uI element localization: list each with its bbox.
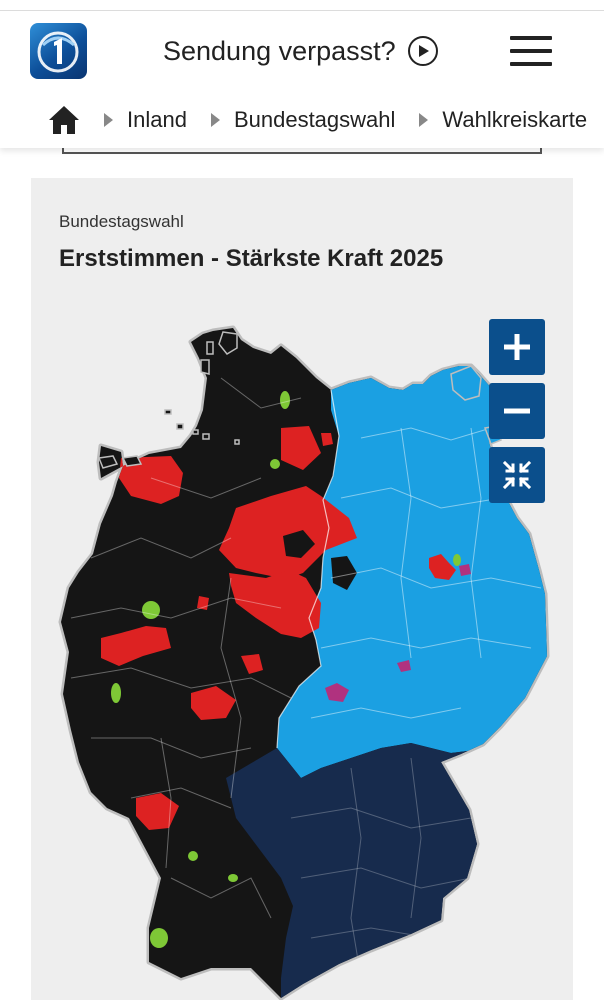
- plus-icon: [504, 334, 530, 360]
- home-icon[interactable]: [48, 105, 80, 135]
- minus-icon: [504, 408, 530, 414]
- black-enclaves: [283, 530, 357, 590]
- purple-constituencies: [325, 564, 471, 702]
- module-overline: Bundestagswahl: [59, 212, 184, 231]
- breadcrumb-item-inland[interactable]: Inland: [80, 107, 187, 133]
- breadcrumb: Inland Bundestagswahl Wahlkreiskarte: [48, 100, 587, 140]
- reset-view-button[interactable]: [489, 447, 545, 503]
- east-borders: [310, 427, 542, 719]
- map-title: Erststimmen - Stärkste Kraft 2025: [59, 245, 444, 272]
- chevron-right-icon: [419, 113, 429, 127]
- breadcrumb-item-wahlkreiskarte[interactable]: Wahlkreiskarte: [395, 107, 587, 133]
- zoom-in-button[interactable]: [489, 319, 545, 375]
- red-constituencies: [101, 426, 456, 844]
- missed-broadcast-label: Sendung verpasst?: [163, 35, 396, 66]
- chevron-right-icon: [104, 113, 113, 127]
- hamburger-menu-icon[interactable]: [510, 36, 552, 66]
- constituency-map[interactable]: [31, 178, 573, 1000]
- missed-broadcast-link[interactable]: Sendung verpasst?: [163, 33, 438, 69]
- chevron-right-icon: [210, 113, 220, 127]
- islands: [97, 331, 240, 469]
- breadcrumb-item-bundestagswahl[interactable]: Bundestagswahl: [187, 107, 395, 133]
- tagesschau-logo-icon[interactable]: [30, 23, 87, 79]
- map-module: Bundestagswahl Erststimmen - Stärkste Kr…: [31, 178, 573, 1000]
- zoom-out-button[interactable]: [489, 383, 545, 439]
- green-constituencies: [111, 391, 461, 948]
- constituency-borders: [70, 377, 302, 919]
- play-circle-icon: [407, 36, 438, 66]
- top-divider: [0, 10, 604, 11]
- collapse-arrows-icon: [502, 460, 532, 490]
- site-header: Sendung verpasst? Inland Bundestagswahl …: [0, 0, 604, 148]
